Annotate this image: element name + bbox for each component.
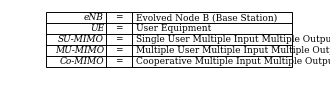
Bar (46, 12, 292, 67)
Text: Cooperative Multiple Input Multiple Output: Cooperative Multiple Input Multiple Outp… (136, 57, 330, 66)
Text: SU-MIMO: SU-MIMO (58, 35, 104, 44)
Text: Co-MIMO: Co-MIMO (59, 57, 104, 66)
Text: Single User Multiple Input Multiple Output: Single User Multiple Input Multiple Outp… (136, 35, 330, 44)
Text: =: = (115, 57, 123, 66)
Text: =: = (115, 46, 123, 55)
Text: MU-MIMO: MU-MIMO (55, 46, 104, 55)
Text: UE: UE (90, 24, 104, 33)
Text: Evolved Node B (Base Station): Evolved Node B (Base Station) (136, 13, 277, 22)
Text: User Equipment: User Equipment (136, 24, 211, 33)
Text: =: = (115, 13, 123, 22)
Text: =: = (115, 24, 123, 33)
Text: Multiple User Multiple Input Multiple Output: Multiple User Multiple Input Multiple Ou… (136, 46, 330, 55)
Text: eNB: eNB (84, 13, 104, 22)
Text: =: = (115, 35, 123, 44)
